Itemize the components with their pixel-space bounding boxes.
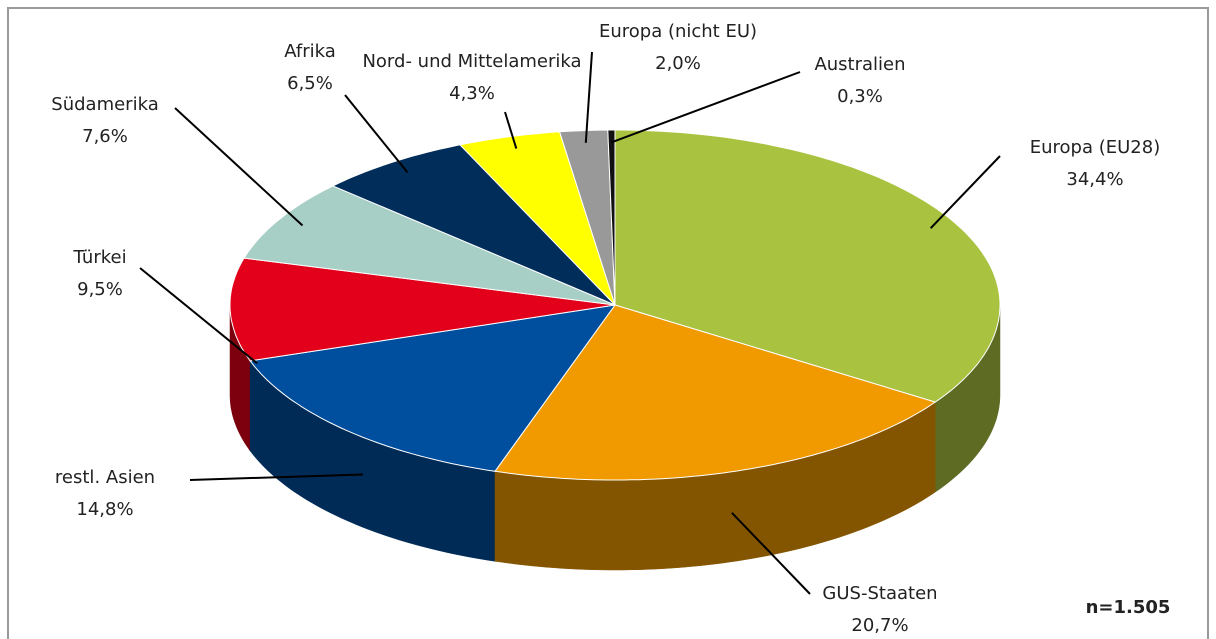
- slice-label: Türkei: [72, 247, 126, 268]
- value-label: 6,5%: [287, 73, 333, 94]
- slice-label: Australien: [814, 54, 905, 75]
- leader-line: [189, 473, 363, 481]
- leader-line: [174, 107, 304, 227]
- slice: [458, 131, 616, 306]
- slice: [558, 129, 616, 306]
- slice-label: Afrika: [284, 41, 336, 62]
- value-label: 14,8%: [76, 499, 133, 520]
- value-label: 20,7%: [851, 615, 908, 636]
- slice: [229, 257, 616, 362]
- leader-line: [929, 155, 1001, 229]
- slice-label: GUS-Staaten: [822, 583, 937, 604]
- slice-label: Europa (nicht EU): [599, 21, 757, 42]
- leader-line: [731, 512, 811, 595]
- slice-label: Nord- und Mittelamerika: [362, 51, 581, 72]
- leader-line: [584, 51, 593, 143]
- slice: [331, 144, 616, 306]
- slice: [243, 185, 616, 306]
- slice: [249, 304, 617, 472]
- value-label: 34,4%: [1066, 169, 1123, 190]
- leader-line: [504, 111, 518, 149]
- value-label: 4,3%: [449, 83, 495, 104]
- value-label: 0,3%: [837, 86, 883, 107]
- leader-line: [611, 71, 801, 144]
- annotation: n=1.505: [1086, 597, 1171, 618]
- leader-line: [139, 267, 258, 365]
- slice-label: Europa (EU28): [1030, 137, 1160, 158]
- slice: [494, 304, 937, 481]
- slice-label: Südamerika: [51, 94, 158, 115]
- leader-line: [344, 94, 409, 174]
- value-label: 2,0%: [655, 53, 701, 74]
- value-label: 7,6%: [82, 126, 128, 147]
- value-label: 9,5%: [77, 279, 123, 300]
- slice: [607, 129, 616, 306]
- slice-label: restl. Asien: [55, 467, 155, 488]
